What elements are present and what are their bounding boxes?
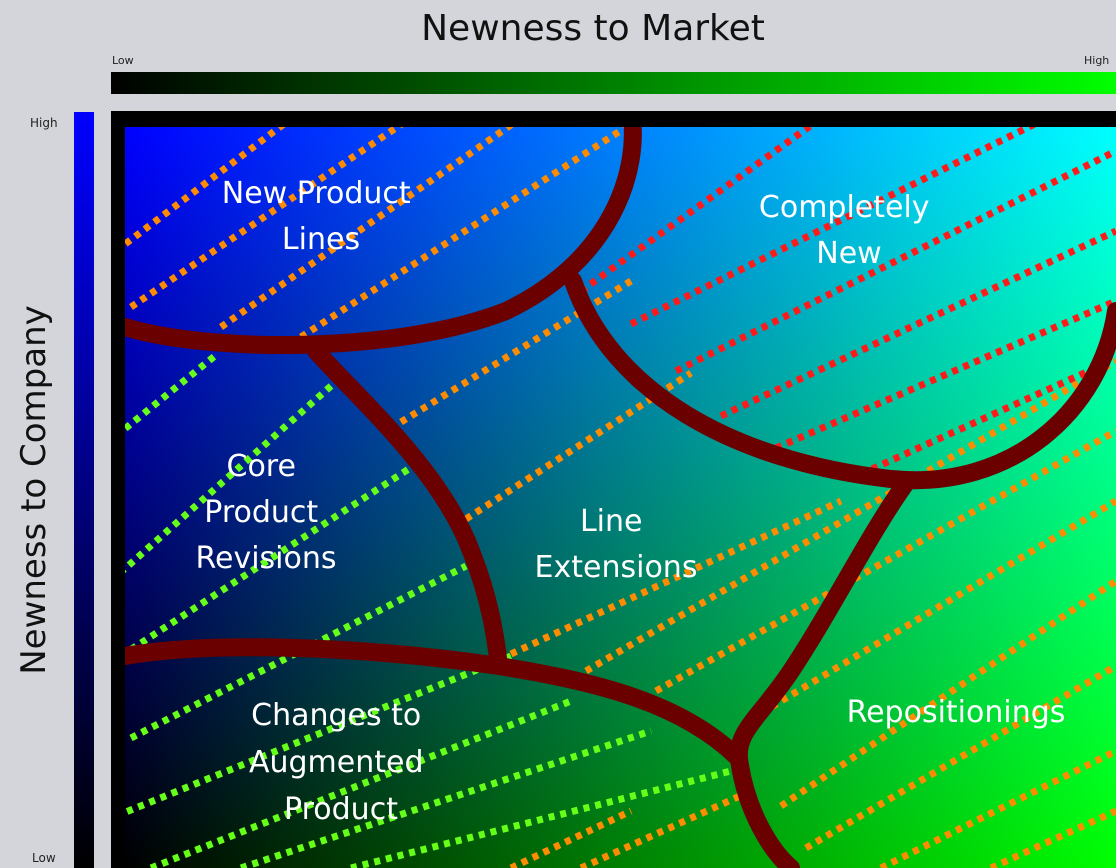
region-core-line3: Revisions <box>195 541 336 576</box>
hatch-line <box>578 127 815 294</box>
hatch-line <box>629 127 1037 328</box>
hatch-line <box>125 352 219 434</box>
region-completely-new-line1: Completely <box>759 190 930 225</box>
hatch-line <box>239 727 653 868</box>
chart-title: Newness to Market <box>421 8 765 49</box>
boundary-new-product-lines <box>125 127 642 355</box>
hatch-line <box>719 227 1116 420</box>
y-axis-high-label: High <box>30 116 58 130</box>
hatch-line <box>129 127 404 310</box>
region-line-extensions-line1: Line <box>580 504 643 539</box>
region-line-extensions-line2: Extensions <box>535 550 698 585</box>
region-core-line2: Product <box>204 495 318 530</box>
hatch-line <box>218 127 515 330</box>
hatch-line <box>509 497 843 658</box>
y-axis-low-label: Low <box>32 851 56 865</box>
market-newness-gradient-bar <box>111 72 1116 94</box>
company-newness-gradient-bar <box>74 112 94 868</box>
region-changes-augmented: Changes to Augmented Product <box>249 698 433 827</box>
boundary-repositionings <box>729 474 915 868</box>
hatch-line <box>399 278 633 425</box>
hatch-lines <box>125 127 1116 868</box>
x-axis-low-label: Low <box>112 54 134 67</box>
boundary-lower-left <box>125 638 748 768</box>
region-changes-line3: Product <box>284 792 398 827</box>
hatch-line <box>350 767 732 868</box>
hatch-line <box>509 807 633 868</box>
hatch-line <box>125 383 334 574</box>
hatch-line <box>774 297 1116 452</box>
diagram-area: New Product Lines Completely New Core Pr… <box>111 111 1116 868</box>
region-new-product-lines: New Product Lines <box>222 176 420 257</box>
region-new-product-lines-line1: New Product <box>222 176 411 211</box>
hatch-line <box>125 127 286 249</box>
boundary-completely-new <box>564 272 1116 490</box>
hatch-line <box>299 127 633 340</box>
boundary-core-line <box>307 342 508 675</box>
diagram-svg: New Product Lines Completely New Core Pr… <box>125 127 1116 868</box>
hatch-line <box>129 562 468 742</box>
region-changes-line1: Changes to <box>251 698 421 733</box>
region-completely-new: Completely New <box>759 190 939 271</box>
region-changes-line2: Augmented <box>249 745 424 780</box>
hatch-line <box>779 578 1116 809</box>
hatch-line <box>654 427 1116 695</box>
x-axis-high-label: High <box>1084 54 1110 67</box>
region-repositionings-line1: Repositionings <box>847 695 1066 730</box>
hatch-line <box>674 147 1116 375</box>
region-line-extensions: Line Extensions <box>535 504 698 585</box>
hatch-line <box>464 370 693 522</box>
region-completely-new-line2: New <box>816 236 881 271</box>
hatch-line <box>879 747 1116 868</box>
region-core-line1: Core <box>227 449 296 484</box>
region-repositionings: Repositionings <box>847 695 1066 730</box>
hatch-line <box>859 357 1113 478</box>
y-axis-title-text: Newness to Company <box>14 305 54 675</box>
hatch-line <box>149 697 573 868</box>
region-labels: New Product Lines Completely New Core Pr… <box>195 176 1065 827</box>
region-boundaries <box>125 127 1116 868</box>
region-new-product-lines-line2: Lines <box>282 222 360 257</box>
region-core-product-revisions: Core Product Revisions <box>195 449 336 576</box>
